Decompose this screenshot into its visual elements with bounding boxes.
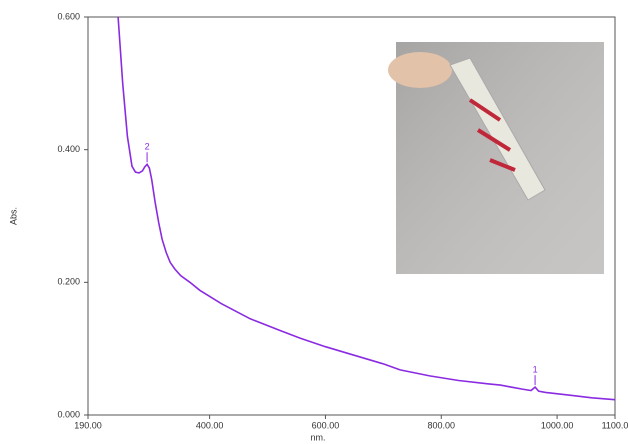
photo-tube	[449, 57, 546, 201]
x-tick-label: 190.00	[74, 420, 102, 430]
y-tick-label: 0.400	[57, 144, 80, 154]
y-tick-label: 0.600	[57, 11, 80, 21]
photo-writing	[468, 98, 516, 172]
x-tick-label: 1100.0	[602, 420, 628, 430]
photo-fingers	[388, 52, 452, 88]
x-axis-label: nm.	[310, 432, 325, 442]
x-tick-label: 800.00	[427, 420, 455, 430]
spectrum-line	[117, 16, 616, 401]
y-axis-label: Abs.	[8, 207, 18, 225]
x-tick-label: 1000.00	[541, 420, 574, 430]
peak-label: 2	[145, 142, 150, 152]
y-tick-label: 0.000	[57, 409, 80, 419]
x-tick-label: 400.00	[196, 420, 224, 430]
inset-photo	[388, 42, 604, 274]
plot-frame	[87, 16, 616, 416]
y-tick-label: 0.200	[57, 277, 80, 287]
peak-label: 1	[533, 365, 538, 375]
x-tick-label: 600.00	[312, 420, 340, 430]
